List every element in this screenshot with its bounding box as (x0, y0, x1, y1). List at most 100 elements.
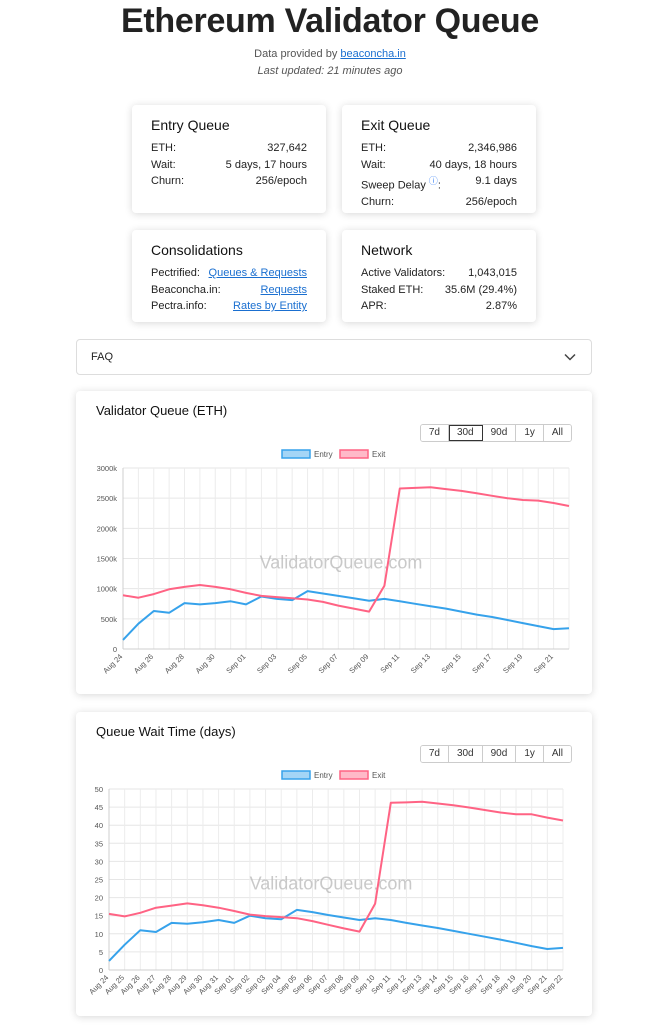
validator-queue-chart-card: Validator Queue (ETH) 7d 30d 90d 1y All … (76, 391, 592, 694)
y-tick-label: 0 (99, 966, 103, 975)
entry-wait-row: Wait: 5 days, 17 hours (151, 157, 307, 174)
range-7d-button[interactable]: 7d (420, 746, 449, 762)
staked-eth-row: Staked ETH: 35.6M (29.4%) (361, 282, 517, 299)
entry-queue-card: Entry Queue ETH: 327,642 Wait: 5 days, 17 … (132, 105, 326, 213)
consolidations-title: Consolidations (151, 242, 243, 258)
data-source-line: Data provided by beaconcha.in (0, 48, 660, 60)
y-tick-label: 40 (95, 821, 103, 830)
active-validators-value: 1,043,015 (468, 267, 517, 279)
entry-wait-label: Wait: (151, 158, 176, 171)
sweep-delay-label: Sweep Delay (361, 179, 426, 192)
validator-queue-chart: 0 500k 1000k 1500k 2000k 2500k 3000k Aug 24 Aug … (97, 449, 570, 675)
entry-queue-title: Entry Queue (151, 117, 230, 133)
y-tick-label: 2500k (97, 494, 118, 503)
legend-swatch (281, 449, 311, 459)
faq-label: FAQ (91, 351, 114, 363)
active-validators-row: Active Validators: 1,043,015 (361, 265, 517, 282)
network-title: Network (361, 242, 413, 258)
exit-eth-label: ETH: (361, 142, 387, 154)
sweep-delay-value: 9.1 days (475, 175, 517, 187)
range-90d-button[interactable]: 90d (482, 746, 517, 762)
legend-label: Entry (314, 771, 333, 780)
series-line-exit (108, 800, 564, 933)
range-all-button[interactable]: All (543, 746, 571, 762)
data-source-prefix: Data provided by (254, 48, 341, 60)
y-tick-label: 35 (95, 839, 103, 848)
consolidations-card: Consolidations Pectrified: Queues & Reque… (132, 230, 326, 322)
network-card: Network Active Validators: 1,043,015 Stak… (342, 230, 536, 322)
exit-sweep-row: Sweep Delay ⓘ: 9.1 days (361, 173, 517, 194)
faq-accordion[interactable]: FAQ (76, 339, 592, 375)
range-7d-button[interactable]: 7d (420, 425, 449, 441)
legend-item-entry: Entry (281, 449, 333, 459)
y-tick-label: 20 (95, 894, 103, 903)
exit-wait-label: Wait: (361, 158, 386, 171)
apr-value: 2.87% (485, 300, 517, 312)
staked-eth-label: Staked ETH: (361, 283, 424, 296)
x-tick-label: Aug 26 (132, 652, 155, 675)
queue-wait-chart-card: Queue Wait Time (days) 7d 30d 90d 1y All… (76, 712, 592, 1016)
watermark: ValidatorQueue.com (250, 873, 413, 893)
range-all-button[interactable]: All (543, 425, 571, 441)
legend-item-exit: Exit (339, 770, 386, 780)
y-tick-label: 500k (101, 615, 118, 624)
exit-churn-label: Churn: (361, 196, 395, 209)
sweep-delay-colon: : (437, 179, 441, 192)
beaconcha-link[interactable]: beaconcha.in (340, 48, 406, 60)
exit-queue-card: Exit Queue ETH: 2,346,986 Wait: 40 days, 1… (342, 105, 536, 213)
exit-wait-value: 40 days, 18 hours (429, 158, 517, 171)
entry-wait-value: 5 days, 17 hours (225, 158, 307, 171)
legend-swatch (339, 449, 369, 459)
last-updated: Last updated: 21 minutes ago (257, 65, 403, 77)
rates-by-entity-link[interactable]: Rates by Entity (233, 300, 307, 312)
y-tick-label: 3000k (97, 464, 118, 473)
pectra-label: Pectra.info: (151, 300, 207, 312)
exit-eth-value: 2,346,986 (468, 142, 517, 154)
chevron-down-icon[interactable] (563, 350, 577, 364)
staked-eth-value: 35.6M (29.4%) (444, 283, 517, 296)
pectrified-row: Pectrified: Queues & Requests (151, 265, 307, 282)
page-title: Ethereum Validator Queue (121, 2, 539, 40)
apr-row: APR: 2.87% (361, 298, 517, 315)
pectra-row: Pectra.info: Rates by Entity (151, 298, 307, 315)
legend-item-entry: Entry (281, 770, 333, 780)
exit-wait-row: Wait: 40 days, 18 hours (361, 157, 517, 174)
exit-churn-value: 256/epoch (465, 196, 517, 209)
x-tick-label: Sep 01 (224, 652, 247, 675)
x-tick-label: Aug 24 (101, 652, 124, 675)
beaconchain-label: Beaconcha.in: (151, 283, 221, 296)
x-tick-label: Sep 03 (255, 652, 278, 675)
range-1y-button[interactable]: 1y (516, 746, 544, 762)
queues-requests-link[interactable]: Queues & Requests (208, 267, 307, 279)
range-90d-button[interactable]: 90d (482, 425, 517, 441)
range-30d-button[interactable]: 30d (448, 425, 483, 441)
x-tick-label: Sep 11 (378, 652, 401, 675)
series-line-entry (108, 908, 564, 962)
entry-eth-row: ETH: 327,642 (151, 140, 307, 157)
info-icon[interactable]: ⓘ (428, 176, 438, 186)
requests-link[interactable]: Requests (260, 283, 307, 296)
exit-churn-row: Churn: 256/epoch (361, 194, 517, 211)
sweep-delay-label-wrap: Sweep Delay ⓘ: (361, 173, 441, 194)
x-tick-label: Sep 07 (317, 652, 340, 675)
series-line-entry (122, 590, 570, 641)
y-tick-label: 2000k (97, 524, 118, 533)
entry-churn-label: Churn: (151, 175, 185, 187)
y-tick-label: 10 (95, 930, 103, 939)
range-1y-button[interactable]: 1y (516, 425, 544, 441)
x-tick-label: Sep 13 (409, 652, 432, 675)
beaconchain-row: Beaconcha.in: Requests (151, 282, 307, 299)
range-selector: 7d 30d 90d 1y All (419, 745, 572, 763)
y-tick-label: 0 (113, 645, 117, 654)
x-tick-label: Sep 19 (501, 652, 524, 675)
range-30d-button[interactable]: 30d (448, 746, 483, 762)
series-line-exit (122, 486, 570, 613)
x-tick-label: Sep 17 (470, 652, 493, 675)
legend-label: Entry (314, 450, 333, 459)
y-tick-label: 5 (99, 948, 103, 957)
x-tick-label: Sep 15 (440, 652, 463, 675)
entry-eth-label: ETH: (151, 142, 177, 154)
legend-item-exit: Exit (339, 449, 386, 459)
watermark: ValidatorQueue.com (260, 552, 423, 572)
